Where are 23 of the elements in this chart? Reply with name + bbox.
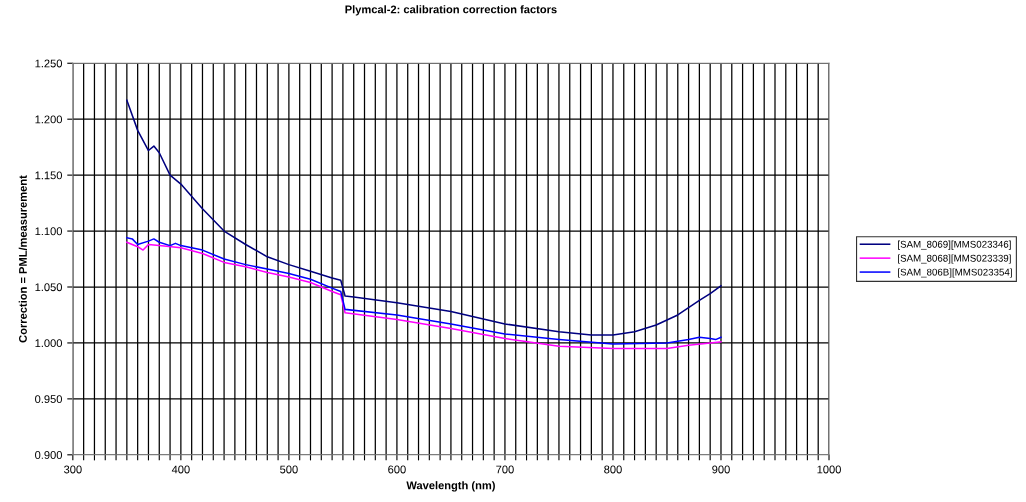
y-tick-label: 0.900 <box>35 451 62 459</box>
x-tick-label: 300 <box>64 465 82 474</box>
y-axis-title: Correction = PML/measurement <box>18 175 27 343</box>
chart-title: Plymcal-2: calibration correction factors <box>345 5 557 16</box>
y-tick-label: 1.000 <box>35 339 62 348</box>
x-tick-label: 700 <box>496 465 514 474</box>
y-tick-label: 0.950 <box>35 395 62 404</box>
y-tick-label: 1.150 <box>35 171 62 180</box>
x-tick-label: 1000 <box>817 465 841 474</box>
x-tick-label: 800 <box>604 465 622 474</box>
x-tick-label: 500 <box>280 465 298 474</box>
x-axis-title: Wavelength (nm) <box>406 481 495 492</box>
x-tick-label: 900 <box>712 465 730 474</box>
legend-label: [SAM_8068][MMS023339] <box>898 254 1011 264</box>
legend-label: [SAM_8069][MMS023346] <box>898 240 1011 250</box>
y-tick-label: 1.100 <box>35 227 62 236</box>
legend-label: [SAM_806B][MMS023354] <box>898 268 1012 278</box>
x-tick-label: 400 <box>171 465 190 474</box>
line-series <box>126 99 722 336</box>
y-tick-label: 1.200 <box>35 115 62 124</box>
y-tick-label: 1.050 <box>35 283 62 292</box>
y-tick-label: 1.250 <box>35 59 62 68</box>
x-tick-label: 600 <box>388 465 406 474</box>
